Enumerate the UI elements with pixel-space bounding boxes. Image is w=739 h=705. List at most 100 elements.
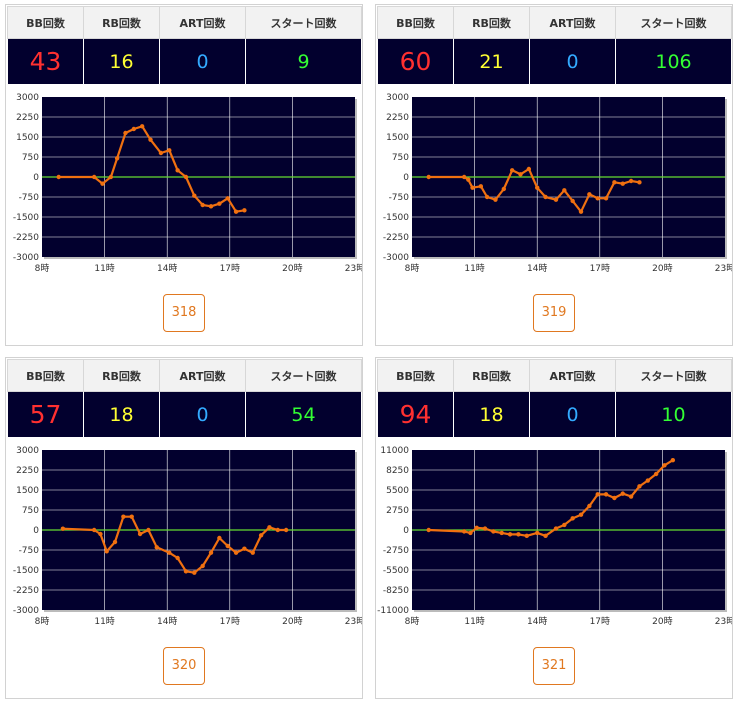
stats-table: BB回数 RB回数 ART回数 スタート回数 57 18 0 54 xyxy=(7,359,362,438)
data-point xyxy=(175,168,180,173)
data-point xyxy=(603,196,609,201)
y-tick-label: 0 xyxy=(33,526,39,536)
data-point xyxy=(100,181,105,186)
data-point xyxy=(167,550,172,555)
y-tick-label: -1500 xyxy=(13,213,39,223)
data-point xyxy=(612,495,617,501)
y-tick-label: 750 xyxy=(22,506,39,516)
data-point xyxy=(200,563,205,569)
data-point xyxy=(595,196,600,201)
rb-header: RB回数 xyxy=(83,6,160,39)
x-tick-label: 20時 xyxy=(282,263,302,274)
y-tick-label: -3000 xyxy=(383,253,409,263)
y-tick-label: -5500 xyxy=(383,566,409,576)
data-point xyxy=(524,533,529,539)
data-point xyxy=(578,209,584,214)
data-point xyxy=(225,196,230,201)
art-count: 0 xyxy=(159,38,246,85)
y-tick-label: -2250 xyxy=(383,233,409,243)
start-count: 10 xyxy=(615,391,732,438)
x-tick-label: 17時 xyxy=(220,263,240,274)
x-tick-label: 14時 xyxy=(157,263,177,274)
x-tick-label: 14時 xyxy=(527,616,547,627)
x-tick-label: 17時 xyxy=(590,263,610,274)
data-point xyxy=(217,535,222,541)
x-tick-label: 8時 xyxy=(35,263,50,274)
data-point xyxy=(562,522,567,528)
start-count: 106 xyxy=(615,38,732,85)
data-point xyxy=(461,529,467,534)
y-tick-label: -3000 xyxy=(13,253,39,263)
x-tick-label: 20時 xyxy=(282,616,302,627)
data-point xyxy=(553,197,559,202)
data-point xyxy=(587,192,592,197)
stats-table: BB回数 RB回数 ART回数 スタート回数 60 21 0 106 xyxy=(377,6,732,85)
data-point xyxy=(653,471,659,477)
machine-panel-319: BB回数 RB回数 ART回数 スタート回数 60 21 0 106 319 3000 2250 15… xyxy=(375,4,733,346)
y-tick-label: 3000 xyxy=(16,446,39,456)
data-point xyxy=(620,491,625,496)
rb-count: 18 xyxy=(83,391,160,438)
start-header: スタート回数 xyxy=(615,359,732,392)
data-point xyxy=(482,526,488,531)
data-point xyxy=(670,457,676,463)
data-point xyxy=(595,492,600,497)
x-tick-label: 23時 xyxy=(715,616,732,627)
y-tick-label: -2750 xyxy=(383,546,409,556)
machine-number-button[interactable]: 319 xyxy=(533,294,575,332)
x-tick-label: 23時 xyxy=(715,263,732,274)
y-tick-label: 1500 xyxy=(16,486,39,496)
machine-number-button[interactable]: 318 xyxy=(163,294,205,332)
bb-count: 43 xyxy=(7,38,84,85)
rb-header: RB回数 xyxy=(453,6,530,39)
data-point xyxy=(129,514,134,519)
start-header: スタート回数 xyxy=(615,6,732,39)
y-tick-label: 750 xyxy=(22,153,39,163)
x-tick-label: 23時 xyxy=(345,616,362,627)
y-tick-label: 1500 xyxy=(16,133,39,143)
data-point xyxy=(250,550,255,555)
data-point xyxy=(499,530,504,536)
x-tick-label: 11時 xyxy=(94,263,114,274)
data-point xyxy=(474,525,479,531)
data-point xyxy=(535,530,540,536)
data-point xyxy=(60,526,66,531)
data-point xyxy=(114,156,120,161)
data-point xyxy=(484,194,490,200)
rb-count: 21 xyxy=(453,38,530,85)
rb-header: RB回数 xyxy=(83,359,160,392)
data-point xyxy=(192,193,197,198)
data-point xyxy=(154,545,159,550)
machine-number-button[interactable]: 320 xyxy=(163,647,205,685)
art-count: 0 xyxy=(529,38,616,85)
start-count: 9 xyxy=(245,38,362,85)
data-point xyxy=(121,514,126,519)
bb-count: 57 xyxy=(7,391,84,438)
data-point xyxy=(553,526,559,531)
data-point xyxy=(466,177,471,182)
y-tick-label: -11000 xyxy=(377,606,409,616)
start-count: 54 xyxy=(245,391,362,438)
x-tick-label: 8時 xyxy=(35,616,50,627)
data-point xyxy=(516,532,521,537)
y-tick-label: 2250 xyxy=(16,466,39,476)
bb-header: BB回数 xyxy=(7,359,84,392)
data-point xyxy=(620,181,625,186)
x-tick-label: 11時 xyxy=(94,616,114,627)
data-point xyxy=(426,527,431,533)
data-point xyxy=(543,194,548,200)
art-header: ART回数 xyxy=(529,359,616,392)
bb-header: BB回数 xyxy=(377,6,454,39)
data-point xyxy=(258,533,264,538)
art-header: ART回数 xyxy=(159,6,246,39)
bb-count: 94 xyxy=(377,391,454,438)
machine-number-button[interactable]: 321 xyxy=(533,647,575,685)
x-tick-label: 17時 xyxy=(590,616,610,627)
data-point xyxy=(192,570,197,575)
data-point xyxy=(208,204,214,209)
art-count: 0 xyxy=(159,391,246,438)
data-point xyxy=(587,503,592,509)
data-point xyxy=(562,188,567,193)
